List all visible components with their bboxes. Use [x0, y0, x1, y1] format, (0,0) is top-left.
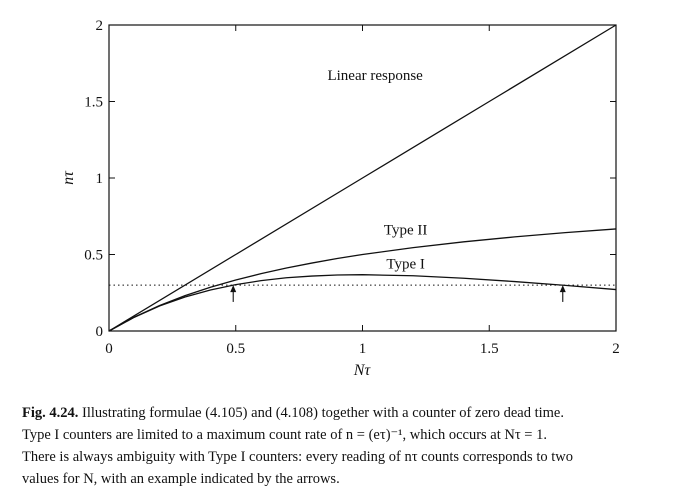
x-tick-label: 0: [105, 341, 113, 357]
curve-labels: Linear response Type II Type I: [327, 68, 427, 272]
axis-ticks: [108, 24, 617, 332]
y-tick-label: 1: [96, 171, 104, 187]
chart: 0 0.5 1 1.5 2 0 0.5 1 1.5 2 Linear response Type …: [60, 18, 620, 379]
caption-line-4: values for N, with an example indicated …: [22, 471, 340, 487]
series-lines: [108, 24, 617, 332]
series-line-linear-response: [108, 24, 617, 332]
x-tick-labels: 0 0.5 1 1.5 2: [105, 341, 620, 357]
caption-line-2: Type I counters are limited to a maximum…: [22, 427, 547, 443]
y-tick-label: 0: [96, 324, 104, 340]
series-line-type-ii: [108, 228, 617, 332]
figure-caption: Fig. 4.24. Illustrating formulae (4.105)…: [22, 402, 672, 490]
x-tick-label: 2: [612, 341, 620, 357]
x-tick-label: 1.5: [480, 341, 499, 357]
x-tick-label: 0.5: [226, 341, 245, 357]
ambiguity-arrows: [230, 285, 566, 302]
y-tick-labels: 0 0.5 1 1.5 2: [84, 18, 103, 340]
series-line-type-i: [108, 274, 617, 332]
curve-label: Linear response: [327, 68, 423, 84]
arrow-head: [230, 285, 237, 293]
curve-label: Type II: [384, 223, 428, 239]
y-tick-label: 1.5: [84, 95, 103, 111]
caption-text-1: Illustrating formulae (4.105) and (4.108…: [82, 405, 564, 421]
y-axis-title: nτ: [60, 170, 77, 185]
y-tick-label: 0.5: [84, 248, 103, 264]
caption-line-1: Fig. 4.24. Illustrating formulae (4.105)…: [22, 402, 672, 424]
caption-line-3: There is always ambiguity with Type I co…: [22, 449, 573, 465]
figure-label: Fig. 4.24.: [22, 405, 79, 421]
arrow-head: [559, 285, 566, 293]
x-tick-label: 1: [359, 341, 367, 357]
curve-label: Type I: [386, 256, 425, 272]
x-axis-title: Nτ: [353, 362, 372, 379]
y-tick-label: 2: [96, 18, 104, 34]
